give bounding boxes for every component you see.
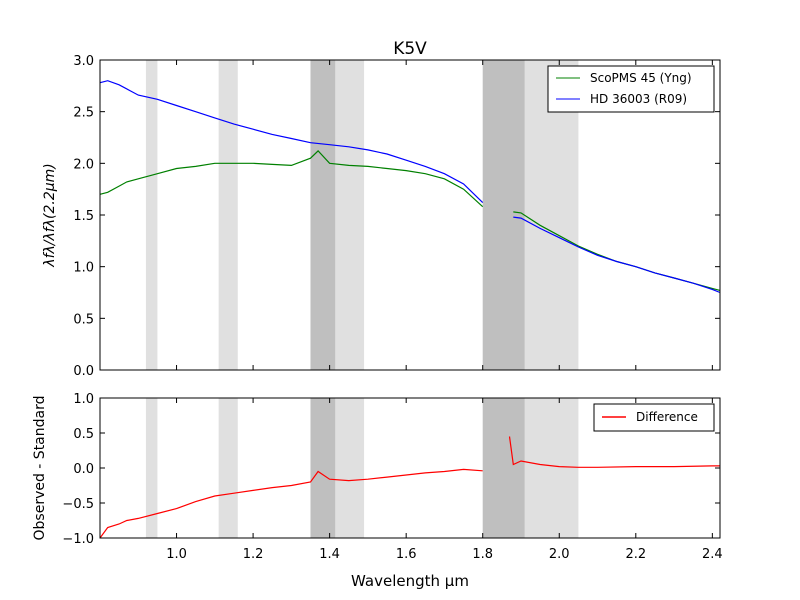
bottom-y-tick-label: 1.0: [73, 392, 94, 407]
top-y-tick-label: 2.5: [73, 106, 94, 121]
bottom-y-tick-label: 0.5: [73, 427, 94, 442]
top-y-tick-label: 2.0: [73, 157, 94, 172]
bottom-x-tick-label: 2.2: [625, 547, 646, 562]
top-y-tick-label: 3.0: [73, 54, 94, 69]
top-shaded-band-1: [218, 60, 238, 370]
top-shaded-band-4: [482, 60, 525, 370]
bottom-panel: 1.0 1.2 1.4 1.6 1.8 2.0 2.2 2.4 −1.0 −0.5 0.0 0.5 1.…: [32, 392, 723, 590]
bottom-x-tick-label: 1.2: [243, 547, 264, 562]
top-legend: ScoPMS 45 (Yng) HD 36003 (R09): [547, 65, 715, 113]
top-shaded-bands: [145, 60, 579, 370]
bottom-legend: Difference: [593, 403, 715, 432]
bottom-shaded-band-4: [482, 398, 525, 538]
bottom-x-tick-label: 2.4: [702, 547, 723, 562]
top-series-lines: [99, 80, 721, 294]
bottom-shaded-band-5: [524, 398, 579, 538]
legend-label-hd36003: HD 36003 (R09): [590, 92, 687, 106]
bottom-shaded-bands: [145, 398, 579, 538]
bottom-x-tick-label: 1.4: [319, 547, 340, 562]
legend-label-scopms: ScoPMS 45 (Yng): [590, 71, 692, 85]
chart-title: K5V: [393, 39, 427, 59]
bottom-x-tick-label: 2.0: [549, 547, 570, 562]
bottom-y-tick-label: 0.0: [73, 462, 94, 477]
top-axis-ticks: 0.0 0.5 1.0 1.5 2.0 2.5 3.0: [73, 54, 720, 379]
bottom-shaded-band-0: [145, 398, 158, 538]
bottom-x-tick-label: 1.6: [396, 547, 417, 562]
bottom-y-tick-label: −0.5: [62, 497, 94, 512]
bottom-series-difference: [99, 436, 720, 539]
bottom-x-tick-label: 1.8: [472, 547, 493, 562]
top-shaded-band-3: [335, 60, 365, 370]
top-shaded-band-0: [145, 60, 158, 370]
bottom-x-tick-label: 1.0: [166, 547, 187, 562]
bottom-shaded-band-3: [335, 398, 365, 538]
top-y-tick-label: 1.0: [73, 261, 94, 276]
top-y-axis-label: λfλ/λfλ(2.2μm): [42, 163, 58, 267]
top-y-tick-label: 0.5: [73, 312, 94, 327]
legend-label-difference: Difference: [636, 410, 698, 424]
top-y-tick-label: 0.0: [73, 364, 94, 379]
top-legend-box: [547, 65, 715, 113]
top-series-hd-36003-r09: [99, 80, 721, 294]
bottom-shaded-band-1: [218, 398, 238, 538]
top-panel: 0.0 0.5 1.0 1.5 2.0 2.5 3.0 λfλ/λfλ(2.2μm) Sco…: [42, 54, 721, 379]
top-shaded-band-2: [310, 60, 336, 370]
top-y-tick-label: 1.5: [73, 209, 94, 224]
x-axis-label: Wavelength μm: [351, 572, 469, 590]
bottom-shaded-band-2: [310, 398, 336, 538]
bottom-series-lines: [99, 436, 720, 539]
bottom-axis-ticks: 1.0 1.2 1.4 1.6 1.8 2.0 2.2 2.4 −1.0 −0.5 0.0 0.5 1.…: [62, 392, 722, 562]
bottom-y-axis-label: Observed - Standard: [32, 396, 48, 541]
bottom-y-tick-label: −1.0: [62, 532, 94, 547]
